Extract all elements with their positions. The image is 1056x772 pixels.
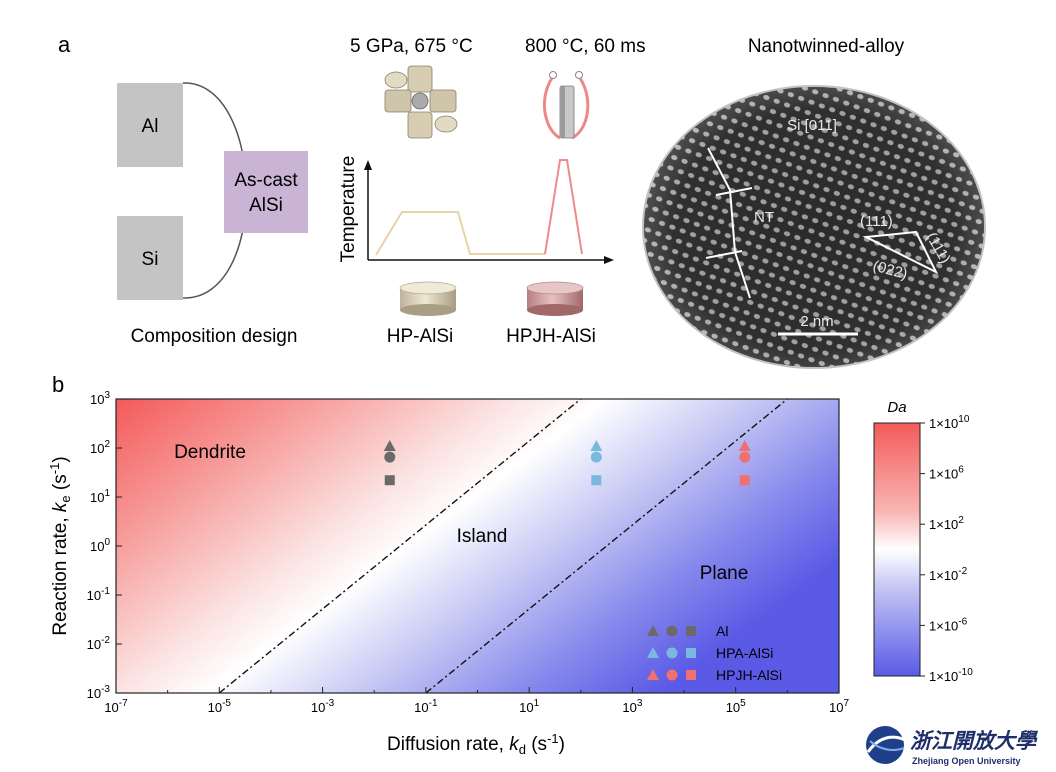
- al-label: Al: [142, 116, 159, 137]
- y-axis-ticks: 10-3 10-2 10-1 100 101 102 103: [87, 390, 122, 701]
- x-tick-label: 10-3: [311, 698, 335, 715]
- heatmap-surface: [116, 399, 839, 693]
- tem-lattice-image: [642, 85, 986, 369]
- legend-marker-triangle: [647, 647, 659, 658]
- ascast-line2: AlSi: [249, 195, 283, 216]
- y-tick-label: 103: [90, 390, 110, 407]
- colorbar-tick-label: 1×106: [929, 465, 964, 482]
- x-tick-label: 10-5: [208, 698, 232, 715]
- legend-marker-circle: [666, 647, 678, 659]
- y-tick-label: 102: [90, 439, 110, 456]
- si-box: [117, 216, 183, 300]
- hpjh-sample-label: HPJH-AlSi: [506, 326, 596, 347]
- tem-plane-1: (111): [860, 213, 893, 230]
- temperature-axis-arrow: [364, 160, 372, 170]
- tem-zone-axis: Si [011]: [787, 117, 837, 134]
- legend-marker-triangle: [647, 669, 659, 680]
- legend-marker-square: [686, 670, 696, 680]
- legend-label: HPJH-AlSi: [716, 667, 782, 683]
- temperature-axis-label: Temperature: [338, 156, 359, 263]
- multi-anvil-press-icon: [384, 65, 458, 139]
- y-tick-label: 10-2: [87, 635, 111, 652]
- boundary-line-1: [218, 398, 582, 694]
- hp-sample-cylinder-icon: [399, 281, 457, 316]
- colorbar-tick-label: 1×1010: [929, 414, 970, 431]
- hp-condition: 5 GPa, 675 °C: [350, 36, 473, 57]
- y-axis-title: Reaction rate, ke (s-1): [47, 456, 73, 635]
- al-box: [117, 83, 183, 167]
- x-axis-title: Diffusion rate, kd (s-1): [387, 731, 565, 757]
- region-plane: Plane: [700, 563, 749, 584]
- zjou-logo-icon: [866, 726, 906, 764]
- time-axis-arrow: [604, 256, 614, 264]
- twin-boundary-lines: [705, 147, 753, 299]
- y-tick-label: 100: [90, 537, 110, 554]
- region-island: Island: [457, 526, 508, 547]
- hp-sample-label: HP-AlSi: [387, 326, 454, 347]
- colorbar-title: Da: [887, 399, 906, 416]
- marker-circle: [590, 451, 602, 463]
- marker-square: [739, 475, 750, 486]
- watermark-english: Zhejiang Open University: [912, 756, 1021, 766]
- regime-boundaries: [218, 398, 788, 694]
- data-markers: [383, 439, 751, 486]
- composition-caption: Composition design: [131, 326, 298, 347]
- marker-square: [384, 475, 395, 486]
- ascast-box: [224, 151, 308, 233]
- boundary-line-2: [425, 398, 788, 694]
- hp-temperature-curve: [375, 211, 545, 256]
- jh-condition: 800 °C, 60 ms: [525, 36, 646, 57]
- region-dendrite: Dendrite: [174, 442, 246, 463]
- legend: Al HPA-AlSi HPJH-AlSi: [647, 623, 782, 683]
- colorbar: [873, 422, 921, 677]
- da-heatmap-plot: 10-7 10-5 10-3 10-1 101 103 105 107 10-310-210-…: [87, 390, 850, 715]
- colorbar-tick-label: 1×10-10: [929, 667, 973, 684]
- x-tick-label: 105: [726, 698, 746, 715]
- x-tick-label: 101: [519, 698, 539, 715]
- tem-nt-label: NT: [754, 209, 774, 226]
- colorbar-tick-label: 1×10-6: [929, 616, 968, 633]
- marker-triangle: [383, 439, 396, 451]
- x-tick-label: 107: [829, 698, 849, 715]
- x-axis-ticks: 10-7 10-5 10-3 10-1 101 103 105 107: [104, 687, 849, 715]
- si-label: Si: [142, 249, 159, 270]
- panel-a-letter: a: [58, 32, 71, 57]
- y-tick-label: 101: [90, 488, 110, 505]
- marker-square: [591, 475, 602, 486]
- x-tick-label: 10-7: [104, 698, 128, 715]
- tem-scale-label: 2 nm: [800, 313, 833, 330]
- marker-circle: [384, 451, 396, 463]
- x-tick-label: 10-1: [414, 698, 438, 715]
- tem-title: Nanotwinned-alloy: [748, 36, 905, 57]
- marker-triangle: [738, 439, 751, 451]
- legend-marker-triangle: [647, 625, 659, 636]
- y-tick-label: 10-3: [87, 684, 111, 701]
- hpjh-sample-cylinder-icon: [526, 281, 584, 316]
- colorbar-tick-label: 1×10-2: [929, 566, 968, 583]
- legend-marker-square: [686, 648, 696, 658]
- jh-temperature-curve: [544, 159, 583, 255]
- diffraction-triangle: [862, 230, 939, 275]
- marker-circle: [739, 451, 751, 463]
- colorbar-ticks: 1×10-10 1×10-6 1×10-2 1×102 1×106 1×1010: [920, 414, 973, 684]
- watermark-chinese: 浙江開放大學: [910, 728, 1039, 753]
- legend-marker-circle: [666, 669, 678, 681]
- legend-marker-square: [686, 626, 696, 636]
- legend-label: Al: [716, 623, 728, 639]
- ascast-line1: As-cast: [234, 170, 298, 191]
- legend-label: HPA-AlSi: [716, 645, 773, 661]
- y-tick-label: 10-1: [87, 586, 111, 603]
- joule-heating-icon: [543, 71, 590, 140]
- x-tick-label: 103: [622, 698, 642, 715]
- panel-b-letter: b: [52, 372, 64, 397]
- colorbar-tick-label: 1×102: [929, 515, 964, 532]
- marker-triangle: [590, 439, 603, 451]
- legend-marker-circle: [666, 625, 678, 637]
